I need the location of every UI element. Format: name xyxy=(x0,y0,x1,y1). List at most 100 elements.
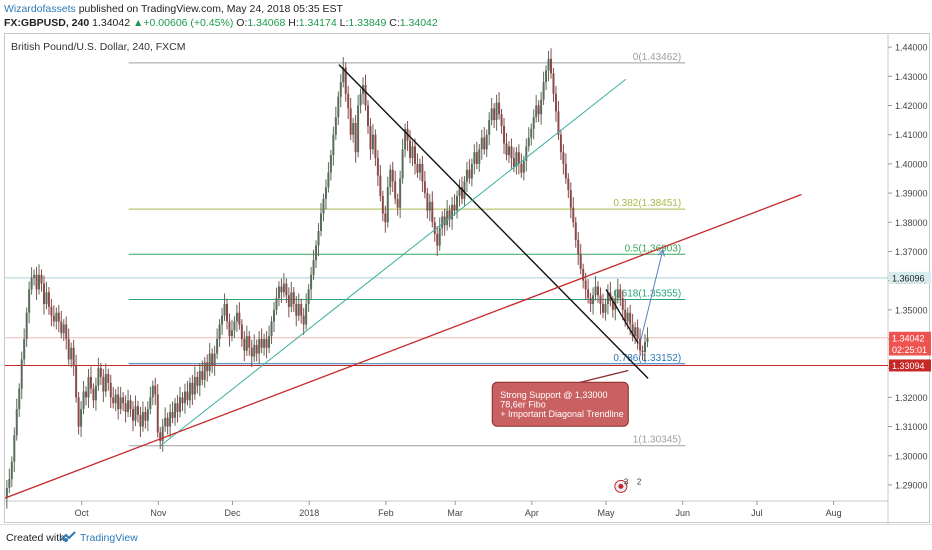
price-bar-body xyxy=(30,277,33,290)
price-bar-body xyxy=(300,303,303,316)
price-bar-body xyxy=(23,339,26,360)
price-bar-body xyxy=(636,327,639,340)
price-bar-body xyxy=(413,146,416,164)
price-bar-body xyxy=(606,292,609,304)
price-bar-body xyxy=(567,178,570,191)
price-bar-body xyxy=(107,374,110,383)
price-bar-body xyxy=(171,411,174,418)
chart-frame[interactable]: British Pound/U.S. Dollar, 240, FXCM 1.29… xyxy=(4,33,931,524)
price-bar-body xyxy=(40,274,43,284)
tradingview-brand[interactable]: TradingView xyxy=(80,532,138,544)
price-chart[interactable]: British Pound/U.S. Dollar, 240, FXCM 1.29… xyxy=(5,34,931,524)
author-link[interactable]: Wizardofassets xyxy=(4,3,76,15)
price-bar-body xyxy=(342,67,345,83)
price-bar-body xyxy=(621,298,624,310)
price-bar-body xyxy=(109,382,112,398)
price-bar-body xyxy=(478,149,481,164)
price-bar-body xyxy=(235,312,238,322)
price-bar-body xyxy=(443,216,446,226)
price-bar-body xyxy=(456,195,459,211)
price-bar-body xyxy=(218,324,221,340)
price-bar-body xyxy=(493,108,496,121)
price-bar-body xyxy=(268,336,271,348)
chart-header: Wizardofassets published on TradingView.… xyxy=(0,0,932,32)
x-tick-label: Jun xyxy=(675,508,690,518)
footer: Created with TradingView xyxy=(0,524,932,550)
price-bar-body xyxy=(517,152,520,164)
price-bar-body xyxy=(381,195,384,214)
price-bar-body xyxy=(616,289,619,299)
price-bar-body xyxy=(463,181,466,199)
fib-level-label: 0.5(1.36903) xyxy=(624,243,681,254)
price-bar-body xyxy=(57,312,60,322)
price-bar-body xyxy=(577,239,580,255)
price-bar-body xyxy=(282,283,285,293)
price-bar-body xyxy=(75,365,78,398)
price-bar-body xyxy=(552,73,555,94)
price-bar-body xyxy=(169,411,172,427)
ohlc-open: 1.34068 xyxy=(247,17,286,29)
price-bar-body xyxy=(594,286,597,296)
price-bar-body xyxy=(181,397,184,404)
price-bar-body xyxy=(409,140,412,159)
price-bar-body xyxy=(211,353,214,366)
price-bar-body xyxy=(20,359,23,389)
price-bar-body xyxy=(292,292,295,304)
price-bar-body xyxy=(483,137,486,150)
price-bar-body xyxy=(233,321,236,331)
price-bar-body xyxy=(92,388,95,401)
price-bar-body xyxy=(505,143,508,156)
price-bar-body xyxy=(512,158,515,167)
fib-level-label: 0(1.43462) xyxy=(633,52,681,63)
price-bar-body xyxy=(94,385,97,401)
price-bar-body xyxy=(186,391,189,401)
price-bar-body xyxy=(253,344,256,357)
y-tick-label: 1.39000 xyxy=(895,189,928,199)
price-bar-body xyxy=(127,400,130,412)
trendline-black-short xyxy=(605,289,639,344)
price-bar-body xyxy=(364,85,367,106)
ohlc-high-label: H: xyxy=(288,17,299,29)
price-bar-body xyxy=(129,400,132,410)
price-bar-body xyxy=(72,347,75,366)
price-bar-body xyxy=(117,394,120,410)
price-bar-body xyxy=(141,411,144,427)
tradingview-logo-icon[interactable] xyxy=(60,531,76,543)
price-bar-body xyxy=(151,385,154,398)
fib-level-label: 1(1.30345) xyxy=(633,435,681,446)
price-bar-body xyxy=(376,158,379,176)
price-bar-body xyxy=(468,169,471,179)
price-bar-body xyxy=(35,274,38,290)
price-bar-body xyxy=(104,374,107,392)
price-bar-body xyxy=(87,376,90,398)
price-bar-body xyxy=(80,409,83,427)
price-bar-body xyxy=(545,70,548,83)
price-bar-body xyxy=(550,58,553,74)
price-bar-body xyxy=(226,303,229,322)
symbol-name[interactable]: FX:GBPUSD, 240 xyxy=(4,17,90,29)
price-bar-body xyxy=(542,82,545,100)
ohlc-close-label: C: xyxy=(389,17,400,29)
ohlc-high: 1.34174 xyxy=(298,17,337,29)
price-bar-body xyxy=(557,111,560,135)
price-bar-body xyxy=(639,339,642,351)
price-bar-body xyxy=(97,368,100,386)
price-bar-body xyxy=(371,134,374,150)
price-bar-body xyxy=(18,388,21,410)
price-bar-body xyxy=(339,82,342,97)
price-bar-body xyxy=(344,67,347,94)
price-bar-body xyxy=(33,274,36,278)
last-price: 1.34042 xyxy=(92,17,131,29)
x-tick-label: May xyxy=(598,508,616,518)
price-bar-body xyxy=(559,134,562,153)
fib-level-label: 0.786(1.33152) xyxy=(613,353,681,364)
price-bar-body xyxy=(319,213,322,232)
price-axis-tag xyxy=(889,271,931,284)
price-bar-body xyxy=(448,210,451,220)
price-bar-body xyxy=(272,309,275,322)
price-bar-body xyxy=(604,303,607,313)
price-bar-body xyxy=(275,298,278,310)
trendline-teal-uptrend xyxy=(160,78,627,446)
economic-event-flag-dot xyxy=(618,483,624,489)
price-bar-body xyxy=(119,397,122,410)
